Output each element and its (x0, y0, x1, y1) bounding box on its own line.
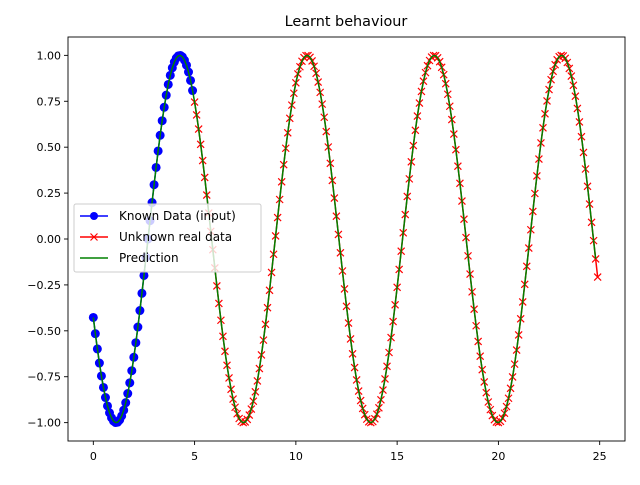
y-tick-label: 0.50 (37, 141, 62, 154)
y-tick-label: 0.00 (37, 233, 62, 246)
legend-items: Known Data (input) Unknown real data Predi… (80, 209, 236, 265)
y-tick-label: 0.25 (37, 187, 62, 200)
legend-label: Known Data (input) (119, 209, 236, 223)
y-tick-label: −0.25 (27, 279, 61, 292)
x-tick-label: 5 (191, 450, 198, 463)
chart-title: Learnt behaviour (285, 14, 408, 30)
x-tick-label: 15 (390, 450, 404, 463)
x-tick-label: 10 (289, 450, 303, 463)
y-tick-label: −1.00 (27, 417, 61, 430)
y-tick-label: −0.75 (27, 371, 61, 384)
legend-entry: Known Data (input) (80, 209, 236, 223)
x-tick-label: 0 (90, 450, 97, 463)
legend: Known Data (input) Unknown real data Predi… (73, 203, 262, 273)
series-line-prediction (92, 54, 597, 424)
x-tick-label: 20 (491, 450, 505, 463)
x-tick-label: 25 (593, 450, 607, 463)
data-point-unknown (593, 273, 602, 281)
y-tick-label: −0.50 (27, 325, 61, 338)
legend-entry: Unknown real data (80, 230, 232, 244)
legend-label: Unknown real data (119, 230, 232, 244)
legend-marker-x (90, 233, 98, 241)
legend-box (73, 203, 262, 273)
data-point-unknown (591, 255, 600, 263)
series-layer (88, 50, 602, 428)
y-tick-label: 0.75 (37, 95, 62, 108)
legend-marker-circle (90, 212, 98, 220)
legend-label: Prediction (119, 251, 179, 265)
y-tick-label: 1.00 (37, 49, 62, 62)
legend-entry: Prediction (80, 251, 179, 265)
axes-layer: 0 5 10 15 20 25 −1.00 −0.75 −0.50 −0.25 0.00 0.25 0.… (27, 49, 606, 463)
